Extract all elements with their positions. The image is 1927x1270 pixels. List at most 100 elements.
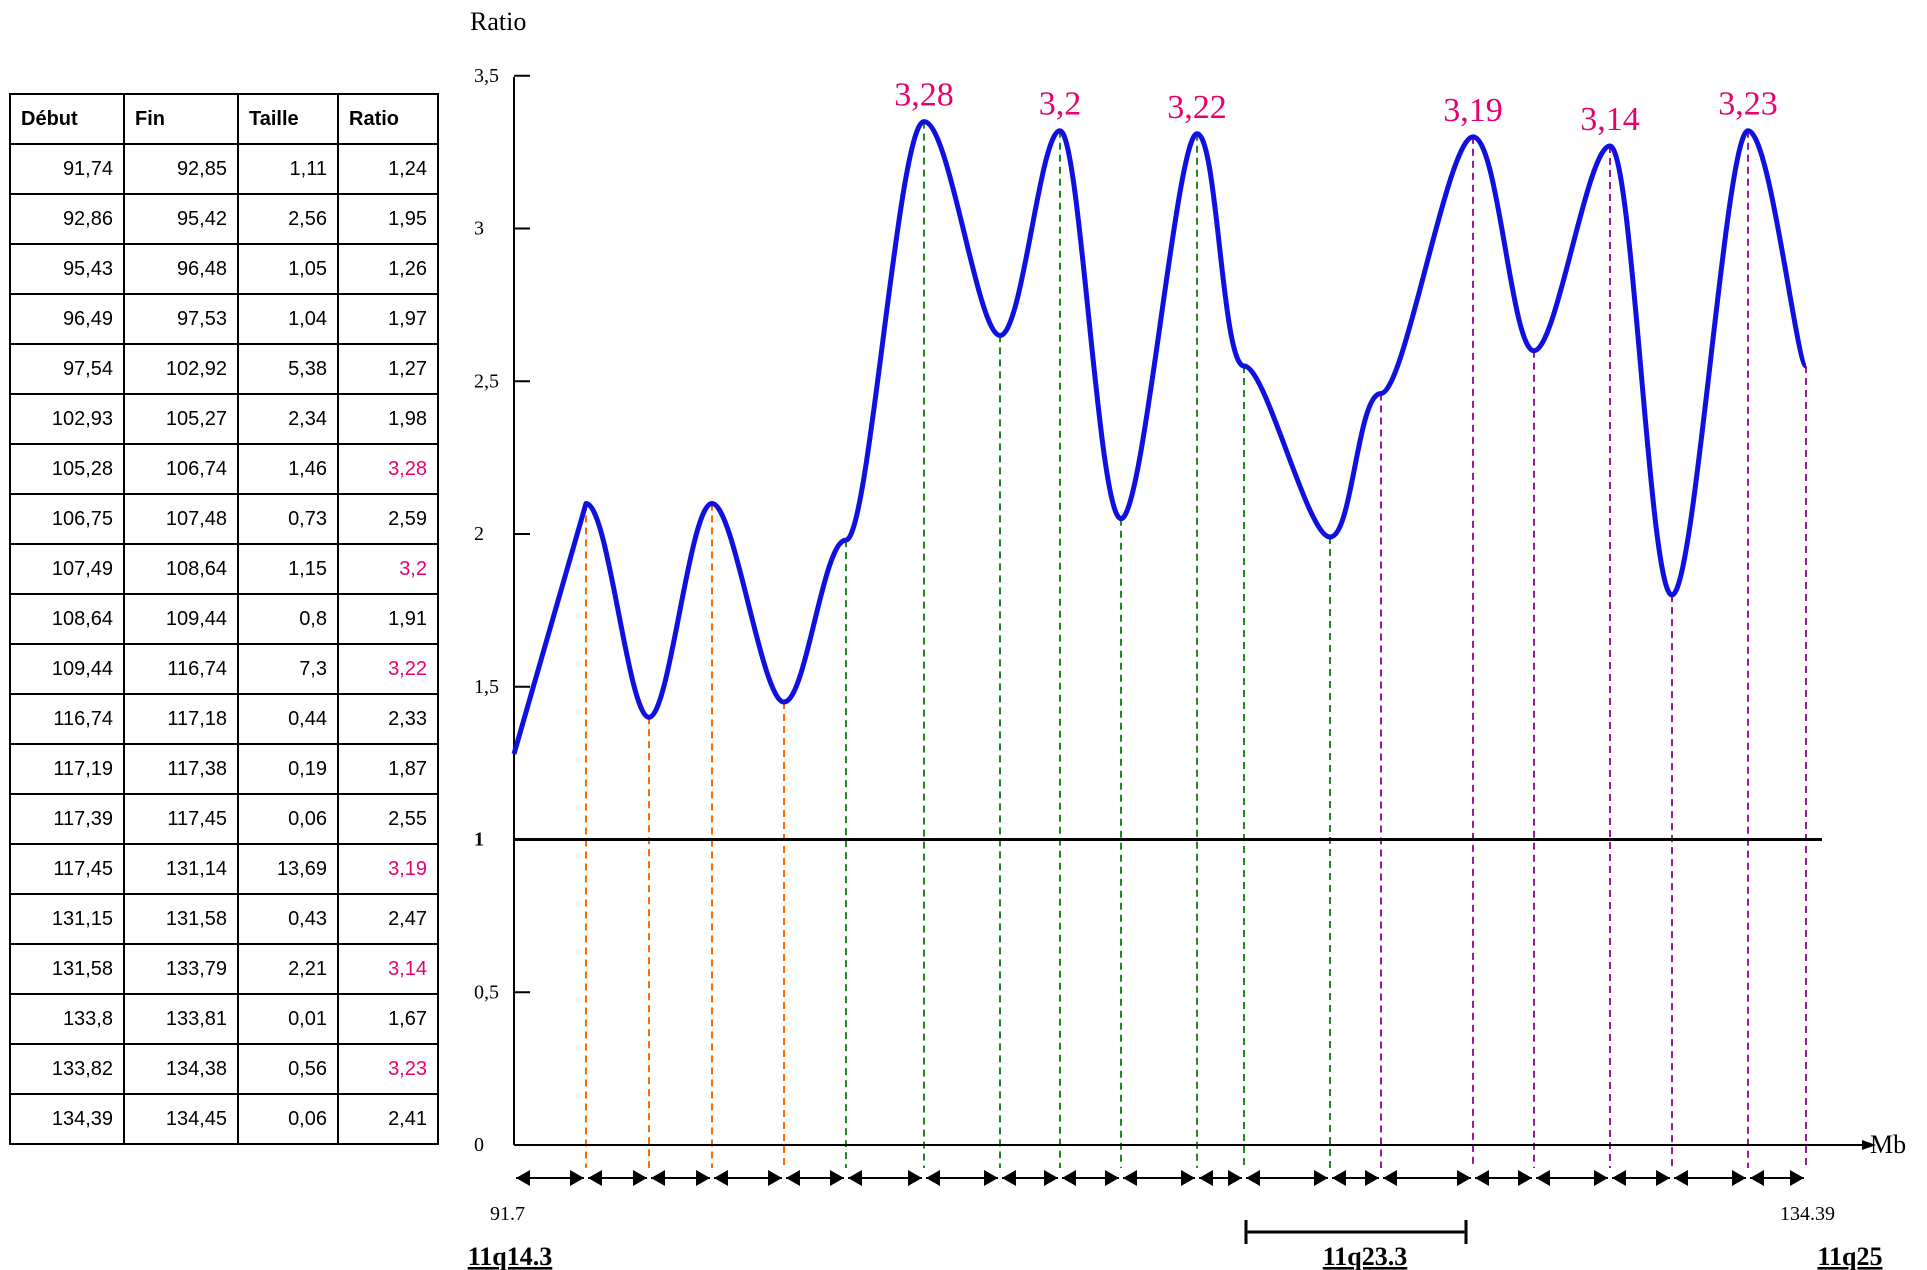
segment-arrowhead xyxy=(1656,1170,1670,1186)
table-cell: 133,81 xyxy=(123,993,239,1045)
table-cell: 0,8 xyxy=(237,593,339,645)
segment-arrowhead xyxy=(1732,1170,1746,1186)
table-cell: 102,93 xyxy=(9,393,125,445)
segment-arrowhead xyxy=(1105,1170,1119,1186)
table-cell: 106,74 xyxy=(123,443,239,495)
peak-label: 3,22 xyxy=(1167,89,1227,126)
table-cell: 131,58 xyxy=(9,943,125,995)
table-cell: 1,87 xyxy=(337,743,439,795)
drop-lines xyxy=(585,121,1807,1168)
segment-arrowhead xyxy=(570,1170,584,1186)
segment-arrowhead xyxy=(786,1170,800,1186)
table-cell: 2,47 xyxy=(337,893,439,945)
table-cell: 108,64 xyxy=(9,593,125,645)
band-label: 11q23.3 xyxy=(1323,1242,1408,1270)
table-row: 134,39 134,45 0,06 2,41 xyxy=(9,1093,439,1145)
segment-arrowhead xyxy=(1457,1170,1471,1186)
table-cell: 2,41 xyxy=(337,1093,439,1145)
table-cell: 96,49 xyxy=(9,293,125,345)
table-row: 117,45 131,14 13,69 3,19 xyxy=(9,843,439,895)
segment-arrowhead xyxy=(926,1170,940,1186)
table-cell: 1,98 xyxy=(337,393,439,445)
table-cell: 3,22 xyxy=(337,643,439,695)
table-row: 107,49 108,64 1,15 3,2 xyxy=(9,543,439,595)
table-cell: 92,85 xyxy=(123,143,239,195)
table-cell: 95,43 xyxy=(9,243,125,295)
table-cell: 3,19 xyxy=(337,843,439,895)
table-cell: 2,33 xyxy=(337,693,439,745)
table-cell: 131,58 xyxy=(123,893,239,945)
table-row: 108,64 109,44 0,8 1,91 xyxy=(9,593,439,645)
table-cell: 7,3 xyxy=(237,643,339,695)
table-cell: 95,42 xyxy=(123,193,239,245)
table-cell: 105,27 xyxy=(123,393,239,445)
table-cell: 1,24 xyxy=(337,143,439,195)
y-tick-label: 1 xyxy=(474,829,484,851)
table-row: 95,43 96,48 1,05 1,26 xyxy=(9,243,439,295)
table-cell: 13,69 xyxy=(237,843,339,895)
segment-arrowhead xyxy=(1181,1170,1195,1186)
table-cell: 97,54 xyxy=(9,343,125,395)
table-cell: 3,14 xyxy=(337,943,439,995)
table-header-cell: Fin xyxy=(123,93,239,145)
peak-label: 3,19 xyxy=(1443,92,1503,129)
table-header-cell: Début xyxy=(9,93,125,145)
y-tick-label: 1,5 xyxy=(474,676,499,698)
table-cell: 117,39 xyxy=(9,793,125,845)
table-cell: 0,19 xyxy=(237,743,339,795)
table-cell: 109,44 xyxy=(123,593,239,645)
table-cell: 1,05 xyxy=(237,243,339,295)
peak-label: 3,2 xyxy=(1039,86,1082,123)
segment-arrowhead xyxy=(1750,1170,1764,1186)
segment-arrowhead xyxy=(768,1170,782,1186)
table-cell: 134,39 xyxy=(9,1093,125,1145)
y-tick-label: 2 xyxy=(474,523,484,545)
table-cell: 0,01 xyxy=(237,993,339,1045)
table-cell: 105,28 xyxy=(9,443,125,495)
table-cell: 97,53 xyxy=(123,293,239,345)
chart-labels: 0 0,5 1 1,5 2 2,5 3 3,5 Ratio Mb 3,28 3,2 3,22 3,19 3,… xyxy=(468,7,1906,1270)
table-cell: 1,15 xyxy=(237,543,339,595)
table-cell: 108,64 xyxy=(123,543,239,595)
table-cell: 3,2 xyxy=(337,543,439,595)
segment-arrowhead xyxy=(1123,1170,1137,1186)
table-row: 117,19 117,38 0,19 1,87 xyxy=(9,743,439,795)
table-cell: 1,97 xyxy=(337,293,439,345)
table-cell: 117,45 xyxy=(9,843,125,895)
table-cell: 2,59 xyxy=(337,493,439,545)
table-cell: 134,38 xyxy=(123,1043,239,1095)
table-cell: 91,74 xyxy=(9,143,125,195)
table-row: 131,15 131,58 0,43 2,47 xyxy=(9,893,439,945)
table-cell: 117,18 xyxy=(123,693,239,745)
segment-arrowhead xyxy=(984,1170,998,1186)
peak-label: 3,14 xyxy=(1580,101,1640,138)
table-cell: 116,74 xyxy=(123,643,239,695)
table-cell: 0,06 xyxy=(237,1093,339,1145)
axes xyxy=(513,74,1876,1244)
table-cell: 131,15 xyxy=(9,893,125,945)
segment-arrowhead xyxy=(1518,1170,1532,1186)
table-cell: 1,91 xyxy=(337,593,439,645)
table-cell: 133,8 xyxy=(9,993,125,1045)
ratio-curve xyxy=(511,119,1809,755)
table-cell: 1,67 xyxy=(337,993,439,1045)
table-row: 133,8 133,81 0,01 1,67 xyxy=(9,993,439,1045)
segment-arrowhead xyxy=(651,1170,665,1186)
peak-label: 3,28 xyxy=(894,77,954,114)
table-row: 116,74 117,18 0,44 2,33 xyxy=(9,693,439,745)
table-cell: 117,38 xyxy=(123,743,239,795)
table-cell: 2,56 xyxy=(237,193,339,245)
y-tick-label: 3,5 xyxy=(474,65,499,87)
segment-arrowhead xyxy=(1044,1170,1058,1186)
segment-arrowhead xyxy=(1228,1170,1242,1186)
table-header-cell: Taille xyxy=(237,93,339,145)
segment-arrowhead xyxy=(830,1170,844,1186)
table-cell: 2,21 xyxy=(237,943,339,995)
curve-group xyxy=(511,119,1809,755)
table-cell: 109,44 xyxy=(9,643,125,695)
segment-arrowhead xyxy=(1674,1170,1688,1186)
table-cell: 0,43 xyxy=(237,893,339,945)
y-tick-label: 3 xyxy=(474,218,484,240)
table-cell: 133,82 xyxy=(9,1043,125,1095)
